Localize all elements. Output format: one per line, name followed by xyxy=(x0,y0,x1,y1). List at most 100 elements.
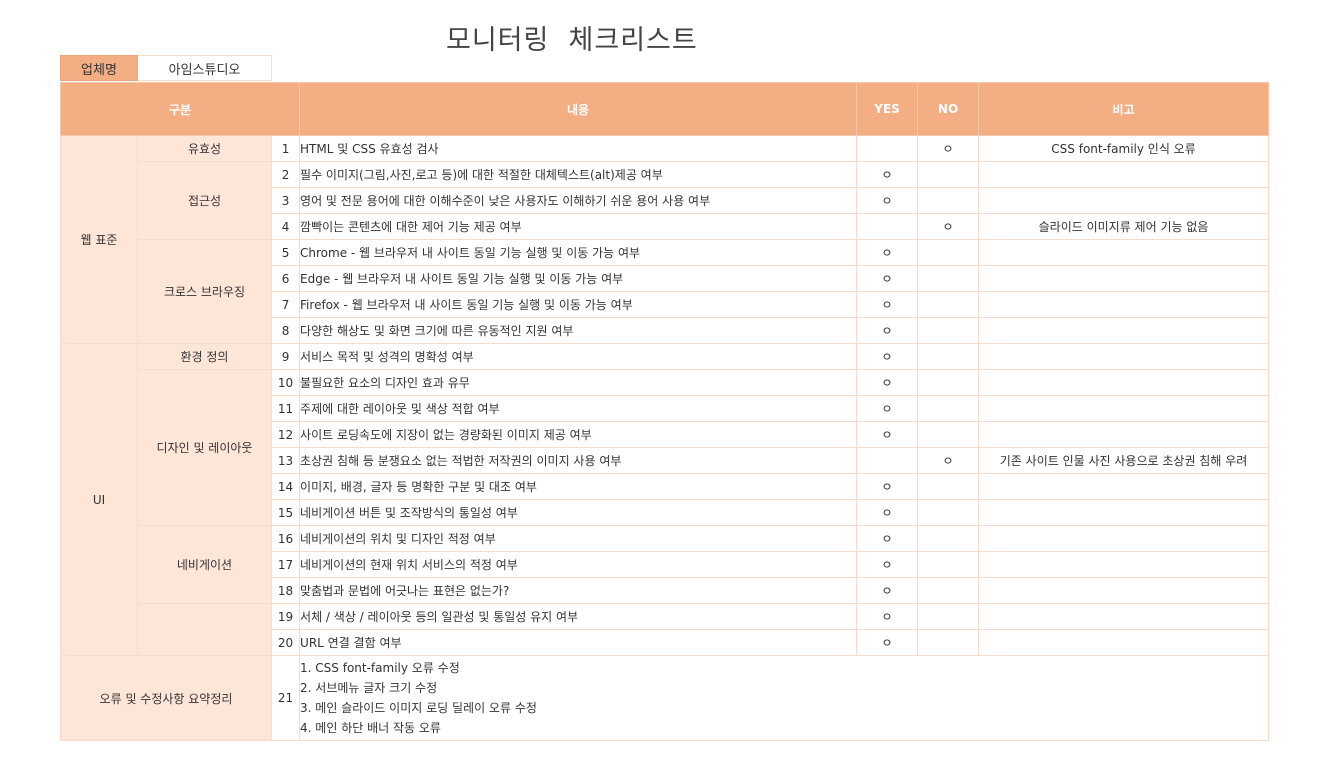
no-mark xyxy=(917,265,980,292)
no-mark xyxy=(917,603,980,630)
no-mark xyxy=(917,577,980,604)
summary-label: 오류 및 수정사항 요약정리 xyxy=(60,655,272,741)
no-mark xyxy=(917,525,980,552)
row-number: 11 xyxy=(270,395,301,422)
no-mark xyxy=(917,343,980,370)
note-cell: CSS font-family 인식 오류 xyxy=(978,135,1270,162)
category-cell: 웹 표준 xyxy=(60,135,138,344)
check-item: 맞춤법과 문법에 어긋나는 표현은 없는가? xyxy=(299,577,858,604)
no-mark: ㅇ xyxy=(917,447,980,474)
summary-content: 1. CSS font-family 오류 수정 2. 서브메뉴 글자 크기 수정… xyxy=(299,655,1270,741)
check-item: 주제에 대한 레이아웃 및 색상 적합 여부 xyxy=(299,395,858,422)
yes-mark: ㅇ xyxy=(856,187,919,214)
note-cell xyxy=(978,499,1270,526)
summary-line: 3. 메인 슬라이드 이미지 로딩 딜레이 오류 수정 xyxy=(300,701,537,715)
check-item: URL 연결 결함 여부 xyxy=(299,629,858,656)
yes-mark: ㅇ xyxy=(856,161,919,188)
table-row: 13 초상권 침해 등 분쟁요소 없는 적법한 저작권의 이미지 사용 여부 ㅇ 기존… xyxy=(61,447,1270,474)
subcategory-cell: 환경 정의 xyxy=(137,343,272,370)
table-row: 3 영어 및 전문 용어에 대한 이해수준이 낮은 사용자도 이해하기 쉬운 용어… xyxy=(61,187,1270,214)
row-number: 6 xyxy=(270,265,301,292)
no-mark xyxy=(917,187,980,214)
yes-mark: ㅇ xyxy=(856,577,919,604)
note-cell xyxy=(978,551,1270,578)
no-mark xyxy=(917,629,980,656)
summary-line: 1. CSS font-family 오류 수정 xyxy=(300,661,460,675)
row-number: 13 xyxy=(270,447,301,474)
no-mark: ㅇ xyxy=(917,213,980,240)
note-cell: 슬라이드 이미지류 제어 기능 없음 xyxy=(978,213,1270,240)
note-cell xyxy=(978,343,1270,370)
check-item: 깜빡이는 콘텐츠에 대한 제어 기능 제공 여부 xyxy=(299,213,858,240)
row-number: 9 xyxy=(270,343,301,370)
table-row: 12 사이트 로딩속도에 지장이 없는 경량화된 이미지 제공 여부 ㅇ xyxy=(61,421,1270,448)
table-row: 14 이미지, 배경, 글자 등 명확한 구분 및 대조 여부 ㅇ xyxy=(61,473,1270,500)
yes-mark: ㅇ xyxy=(856,291,919,318)
table-row: 디자인 및 레이아웃 10 불필요한 요소의 디자인 효과 유무 ㅇ xyxy=(61,369,1270,526)
note-cell xyxy=(978,187,1270,214)
no-mark xyxy=(917,499,980,526)
note-cell xyxy=(978,421,1270,448)
row-number: 3 xyxy=(270,187,301,214)
summary-row: 오류 및 수정사항 요약정리 21 1. CSS font-family 오류 수정… xyxy=(60,655,1270,741)
note-cell xyxy=(978,629,1270,656)
table-row: 17 네비게이션의 현재 위치 서비스의 적정 여부 ㅇ xyxy=(61,551,1270,578)
company-name: 아임스튜디오 xyxy=(138,55,272,81)
row-number: 12 xyxy=(270,421,301,448)
table-row: 크로스 브라우징 5 Chrome - 웹 브라우저 내 사이트 동일 기능 실행 … xyxy=(61,239,1270,344)
subcategory-cell: 접근성 xyxy=(137,161,272,240)
yes-mark: ㅇ xyxy=(856,603,919,630)
yes-mark: ㅇ xyxy=(856,473,919,500)
row-number: 15 xyxy=(270,499,301,526)
subcategory-cell: 유효성 xyxy=(137,135,272,162)
note-cell xyxy=(978,291,1270,318)
row-number: 10 xyxy=(270,369,301,396)
note-cell xyxy=(978,395,1270,422)
yes-mark: ㅇ xyxy=(856,265,919,292)
page-title: 모니터링 체크리스트 xyxy=(446,25,698,56)
no-mark xyxy=(917,395,980,422)
row-number: 2 xyxy=(270,161,301,188)
yes-mark: ㅇ xyxy=(856,395,919,422)
check-item: 사이트 로딩속도에 지장이 없는 경량화된 이미지 제공 여부 xyxy=(299,421,858,448)
summary-number: 21 xyxy=(270,655,301,741)
note-cell: 기존 사이트 인물 사진 사용으로 초상권 침해 우려 xyxy=(978,447,1270,474)
table-row: 4 깜빡이는 콘텐츠에 대한 제어 기능 제공 여부 ㅇ 슬라이드 이미지류 제어 기… xyxy=(61,213,1270,240)
note-cell xyxy=(978,161,1270,188)
yes-mark: ㅇ xyxy=(856,525,919,552)
note-cell xyxy=(978,317,1270,344)
subcategory-cell: 네비게이션 xyxy=(137,525,272,604)
note-cell xyxy=(978,577,1270,604)
note-cell xyxy=(978,265,1270,292)
row-number: 19 xyxy=(270,603,301,630)
yes-mark: ㅇ xyxy=(856,629,919,656)
header-note: 비고 xyxy=(978,82,1270,136)
note-cell xyxy=(978,525,1270,552)
check-item: 이미지, 배경, 글자 등 명확한 구분 및 대조 여부 xyxy=(299,473,858,500)
table-row: 18 맞춤법과 문법에 어긋나는 표현은 없는가? ㅇ xyxy=(61,577,1270,604)
row-number: 18 xyxy=(270,577,301,604)
table-row: 19 서체 / 색상 / 레이아웃 등의 일관성 및 통일성 유지 여부 ㅇ xyxy=(61,603,1270,656)
note-cell xyxy=(978,603,1270,630)
check-item: 네비게이션 버튼 및 조작방식의 통일성 여부 xyxy=(299,499,858,526)
table-row: 네비게이션 16 네비게이션의 위치 및 디자인 적정 여부 ㅇ xyxy=(61,525,1270,604)
yes-mark xyxy=(856,447,919,474)
row-number: 7 xyxy=(270,291,301,318)
header-row: 구분 내용 YES NO 비고 xyxy=(59,82,1270,136)
yes-mark: ㅇ xyxy=(856,369,919,396)
company-info: 업체명 아임스튜디오 xyxy=(60,55,272,81)
check-item: HTML 및 CSS 유효성 검사 xyxy=(299,135,858,162)
company-label: 업체명 xyxy=(60,55,138,81)
header-content: 내용 xyxy=(299,82,858,136)
summary-line: 2. 서브메뉴 글자 크기 수정 xyxy=(300,681,438,695)
subcategory-cell xyxy=(137,603,272,656)
summary-line: 4. 메인 하단 배너 작동 오류 xyxy=(300,721,441,735)
no-mark xyxy=(917,161,980,188)
subcategory-cell: 크로스 브라우징 xyxy=(137,239,272,344)
note-cell xyxy=(978,239,1270,266)
no-mark xyxy=(917,473,980,500)
check-item: Firefox - 웹 브라우저 내 사이트 동일 기능 실행 및 이동 가능 … xyxy=(299,291,858,318)
no-mark xyxy=(917,369,980,396)
yes-mark xyxy=(856,135,919,162)
yes-mark: ㅇ xyxy=(856,499,919,526)
